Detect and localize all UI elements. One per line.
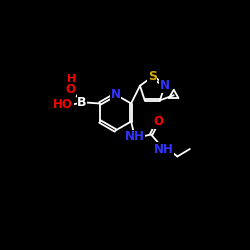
Text: B: B	[77, 96, 87, 109]
Text: O: O	[153, 115, 163, 128]
Text: NH: NH	[125, 130, 145, 143]
Text: N: N	[160, 79, 170, 92]
Text: HO: HO	[53, 98, 73, 111]
Text: N: N	[110, 88, 120, 101]
Text: NH: NH	[154, 142, 174, 156]
Text: H: H	[66, 74, 76, 84]
Text: S: S	[148, 70, 157, 83]
Text: O: O	[66, 83, 76, 96]
